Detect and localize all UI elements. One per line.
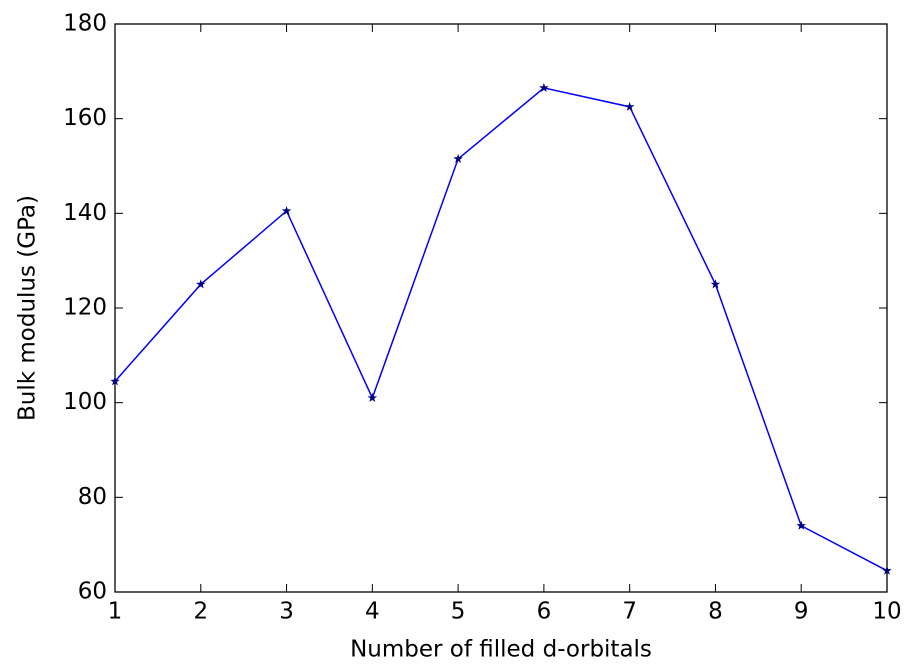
y-tick-label: 180: [63, 11, 107, 37]
x-tick-label: 10: [872, 599, 901, 625]
x-tick-label: 1: [108, 599, 123, 625]
x-axis-label: Number of filled d-orbitals: [350, 637, 652, 663]
data-line: [114, 87, 888, 572]
data-point: [710, 279, 721, 289]
data-point: [539, 82, 549, 92]
x-tick-label: 6: [537, 599, 552, 625]
y-tick-label: 60: [78, 579, 107, 605]
x-tick-label: 5: [451, 599, 466, 625]
data-point: [196, 279, 206, 289]
data-point: [110, 376, 120, 386]
data-point: [796, 520, 806, 530]
x-tick-label: 2: [193, 599, 208, 625]
y-tick-label: 100: [63, 389, 107, 415]
x-tick-label: 9: [794, 599, 809, 625]
x-tick-label: 4: [365, 599, 380, 625]
data-point: [882, 565, 892, 575]
data-point: [624, 101, 635, 111]
x-tick-label: 3: [279, 599, 294, 625]
x-tick-label: 8: [708, 599, 723, 625]
data-point: [367, 392, 378, 402]
y-tick-label: 140: [63, 200, 107, 226]
y-tick-label: 120: [63, 295, 107, 321]
y-axis-label: Bulk modulus (GPa): [15, 195, 41, 421]
y-tick-label: 80: [78, 484, 107, 510]
x-tick-label: 7: [622, 599, 637, 625]
data-point: [453, 153, 463, 163]
plot-frame: [114, 23, 888, 593]
data-point: [281, 205, 292, 216]
y-tick-label: 160: [63, 105, 107, 131]
